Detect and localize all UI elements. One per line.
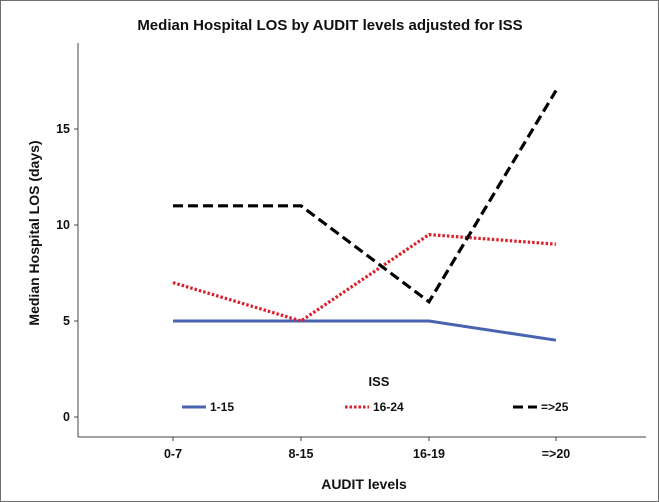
legend: ISS 1-15 16-24 =>25 [182,374,569,414]
y-tick-label: 5 [63,314,70,328]
legend-label-2: 16-24 [373,400,404,414]
series-line-1 [173,319,557,342]
y-tick-label: 10 [56,218,70,232]
series-line-2 [172,232,557,323]
x-tick-label: =>20 [542,447,571,461]
chart-title: Median Hospital LOS by AUDIT levels adju… [137,17,522,34]
series-line-3 [173,89,558,305]
x-axis-label: AUDIT levels [321,476,407,492]
x-tick-label: 0-7 [164,447,182,461]
y-tick-label: 15 [56,122,70,136]
legend-title: ISS [369,374,390,389]
legend-label-3: =>25 [541,400,569,414]
y-axis-label: Median Hospital LOS (days) [26,140,42,325]
x-tick-label: 8-15 [288,447,313,461]
legend-label-1: 1-15 [210,400,234,414]
x-tick-label: 16-19 [413,447,445,461]
y-tick-label: 0 [63,410,70,424]
